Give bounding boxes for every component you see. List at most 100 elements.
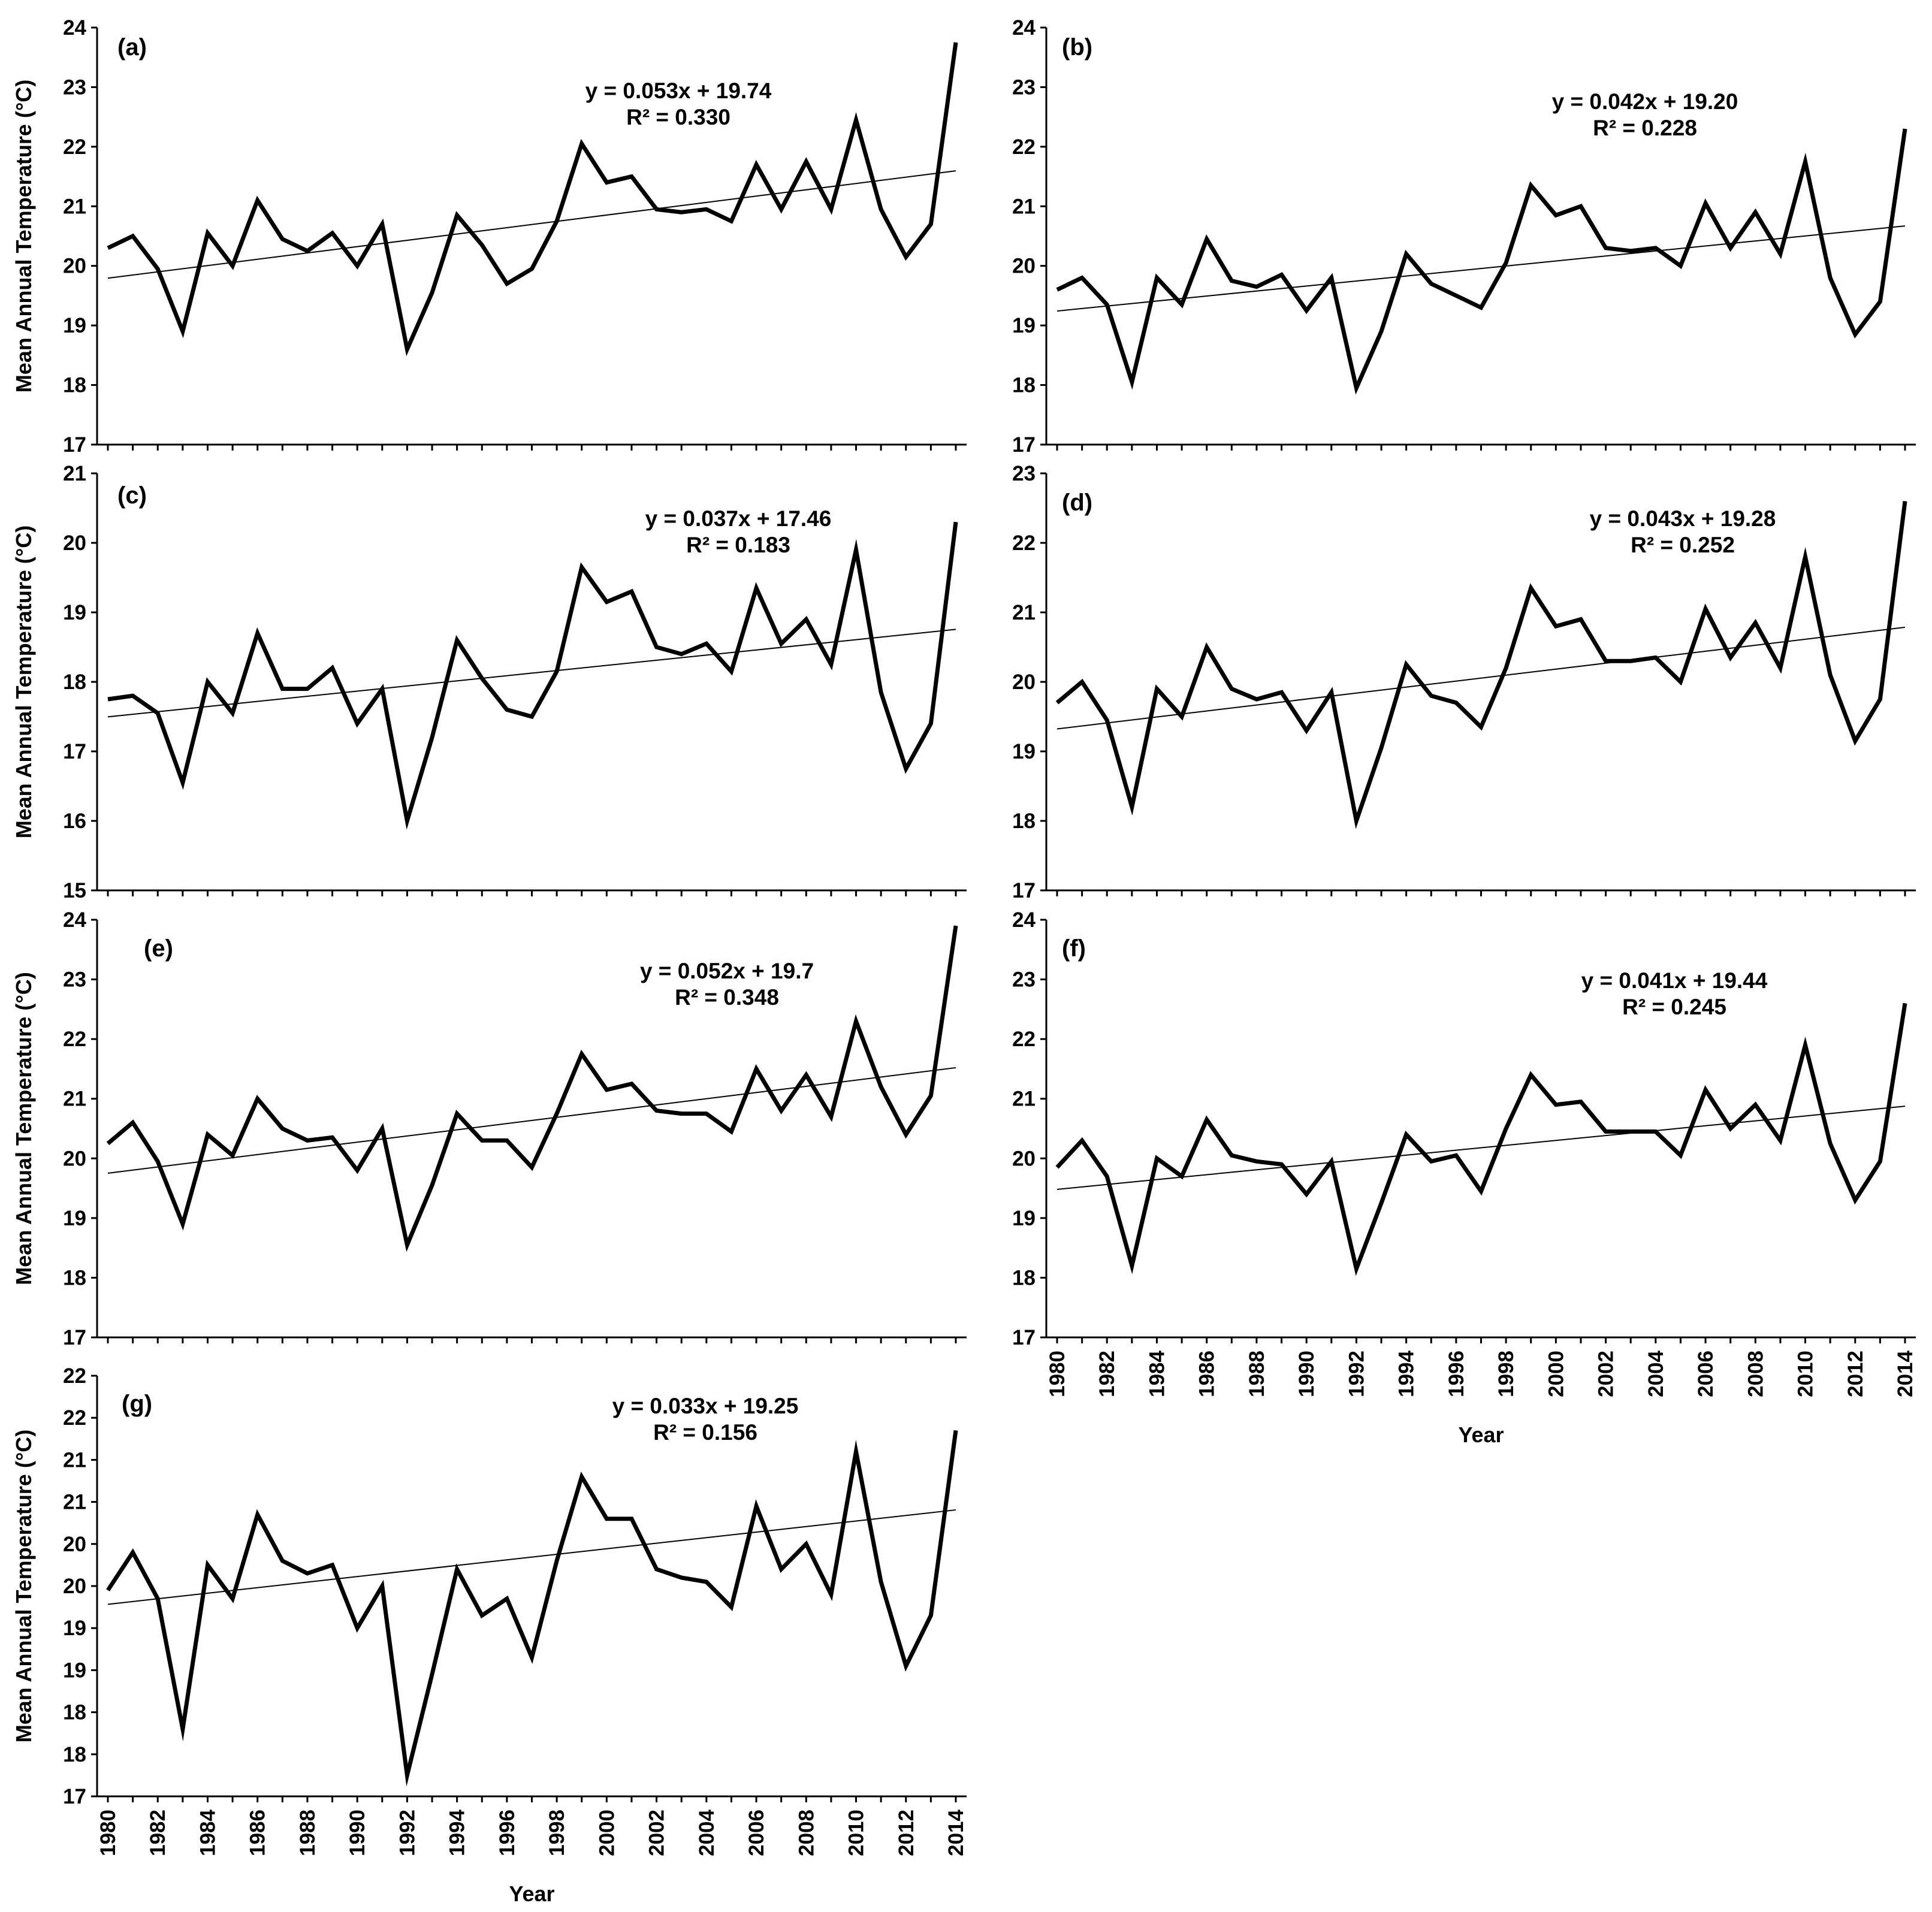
panel-label: (d) xyxy=(1062,490,1092,516)
panel-label: (f) xyxy=(1062,935,1086,962)
r-squared: R² = 0.252 xyxy=(1631,533,1735,557)
y-tick-label: 17 xyxy=(63,1785,86,1808)
y-tick-label: 20 xyxy=(63,1147,86,1170)
y-tick-label: 17 xyxy=(1012,879,1036,902)
y-tick-label: 22 xyxy=(1012,531,1036,555)
x-tick-label: 1986 xyxy=(246,1810,270,1856)
y-tick-label: 21 xyxy=(63,1088,86,1111)
x-tick-label: 1984 xyxy=(196,1809,219,1856)
x-tick-label: 2008 xyxy=(795,1810,818,1856)
x-tick-label: 1994 xyxy=(1395,1350,1418,1397)
x-tick-label: 2004 xyxy=(1644,1350,1668,1397)
y-tick-label: 18 xyxy=(63,1743,86,1766)
x-tick-label: 1996 xyxy=(496,1810,519,1856)
y-tick-label: 24 xyxy=(63,16,86,40)
x-tick-label: 2008 xyxy=(1744,1351,1767,1397)
series-line xyxy=(107,521,958,830)
trend-line xyxy=(107,170,956,279)
y-axis-title: Mean Annual Temperature (°C) xyxy=(11,80,36,392)
y-tick-label: 23 xyxy=(63,968,86,992)
regression-equation: y = 0.052x + 19.7 xyxy=(640,959,814,983)
panel-label: (g) xyxy=(122,1391,152,1417)
y-tick-label: 20 xyxy=(63,531,86,555)
r-squared: R² = 0.245 xyxy=(1622,995,1726,1019)
trend-line xyxy=(107,1509,956,1605)
y-tick-label: 21 xyxy=(1012,601,1036,624)
trend-line xyxy=(1056,1105,1906,1190)
panel-b: 17 18 19 20 21 22 23 24 (b) y = 0.042x + 19.20R² … xyxy=(1012,16,1916,457)
y-tick-label: 21 xyxy=(1012,1088,1036,1111)
panel-f: 17 18 19 20 21 22 23 24 1980 1982 1984 1986 1988 1990… xyxy=(1012,908,1917,1447)
y-tick-label: 18 xyxy=(1012,1266,1036,1289)
y-tick-label: 19 xyxy=(1012,740,1036,763)
x-tick-label: 1988 xyxy=(1245,1351,1269,1397)
y-tick-label: 17 xyxy=(1012,1326,1036,1349)
trend-line xyxy=(1056,626,1906,730)
x-tick-label: 1990 xyxy=(1295,1351,1318,1397)
x-tick-label: 1986 xyxy=(1196,1351,1219,1397)
panel-e: 17 18 19 20 21 22 23 24 (e) y = 0.052x + 19.7R² =… xyxy=(11,908,967,1349)
panel-label: (a) xyxy=(117,34,147,61)
regression-equation: y = 0.033x + 19.25 xyxy=(612,1394,799,1418)
series-line xyxy=(1056,128,1907,395)
y-tick-label: 18 xyxy=(1012,374,1036,397)
y-tick-label: 22 xyxy=(63,135,86,159)
y-tick-label: 18 xyxy=(63,374,86,397)
y-tick-label: 24 xyxy=(63,908,86,932)
panel-label: (c) xyxy=(117,482,147,509)
y-tick-label: 17 xyxy=(63,740,86,763)
r-squared: R² = 0.228 xyxy=(1593,116,1697,140)
x-tick-label: 2004 xyxy=(695,1809,719,1856)
x-tick-label: 1994 xyxy=(446,1809,469,1856)
y-tick-label: 19 xyxy=(63,601,86,624)
y-tick-label: 24 xyxy=(1012,908,1036,932)
y-axis-title: Mean Annual Temperature (°C) xyxy=(11,972,36,1285)
regression-equation: y = 0.053x + 19.74 xyxy=(585,78,772,103)
panel-a: 17 18 19 20 21 22 23 24 (a) y = 0.053x + 19.74R² … xyxy=(11,16,967,457)
y-tick-label: 18 xyxy=(63,1701,86,1724)
y-tick-label: 20 xyxy=(1012,670,1036,694)
x-tick-label: 2002 xyxy=(1595,1351,1618,1397)
y-tick-label: 16 xyxy=(63,809,86,833)
x-tick-label: 2014 xyxy=(1894,1350,1917,1397)
x-axis-title: Year xyxy=(1458,1422,1504,1447)
x-tick-label: 1998 xyxy=(545,1810,569,1856)
regression-equation: y = 0.041x + 19.44 xyxy=(1581,968,1768,993)
y-tick-label: 24 xyxy=(1012,16,1036,40)
y-tick-label: 21 xyxy=(63,195,86,218)
r-squared: R² = 0.330 xyxy=(626,105,730,129)
series-line xyxy=(1055,1002,1907,1276)
x-tick-label: 2014 xyxy=(944,1809,968,1856)
x-tick-label: 1996 xyxy=(1445,1351,1468,1397)
y-axis-title: Mean Annual Temperature (°C) xyxy=(11,525,36,838)
x-tick-label: 1980 xyxy=(96,1810,120,1856)
y-tick-label: 17 xyxy=(63,1326,86,1349)
regression-equation: y = 0.043x + 19.28 xyxy=(1590,506,1776,531)
y-tick-label: 20 xyxy=(63,1533,86,1556)
x-tick-label: 2010 xyxy=(845,1810,868,1856)
y-tick-label: 19 xyxy=(1012,314,1036,337)
trend-line xyxy=(107,629,956,718)
panel-label: (e) xyxy=(144,935,173,962)
y-tick-label: 17 xyxy=(1012,433,1036,457)
y-tick-label: 17 xyxy=(63,433,86,457)
x-tick-label: 2010 xyxy=(1794,1351,1818,1397)
y-tick-label: 18 xyxy=(1012,809,1036,833)
y-tick-label: 18 xyxy=(63,670,86,694)
y-tick-label: 23 xyxy=(1012,462,1036,485)
y-tick-label: 20 xyxy=(1012,255,1036,278)
x-axis-title: Year xyxy=(509,1881,554,1906)
panel-g: 17 18 18 19 19 20 20 21 21 22 22 1980 1982 1984 1986 19… xyxy=(11,1364,968,1906)
x-tick-label: 2000 xyxy=(595,1810,618,1856)
y-axis-title: Mean Annual Temperature (°C) xyxy=(11,1430,36,1742)
y-tick-label: 15 xyxy=(63,879,86,902)
y-tick-label: 19 xyxy=(63,1659,86,1682)
y-tick-label: 22 xyxy=(63,1406,86,1430)
y-tick-label: 21 xyxy=(1012,195,1036,218)
x-tick-label: 1982 xyxy=(146,1810,170,1856)
y-tick-label: 23 xyxy=(1012,968,1036,992)
y-tick-label: 19 xyxy=(63,314,86,337)
x-tick-label: 1988 xyxy=(296,1810,319,1856)
x-tick-label: 1984 xyxy=(1145,1350,1169,1397)
